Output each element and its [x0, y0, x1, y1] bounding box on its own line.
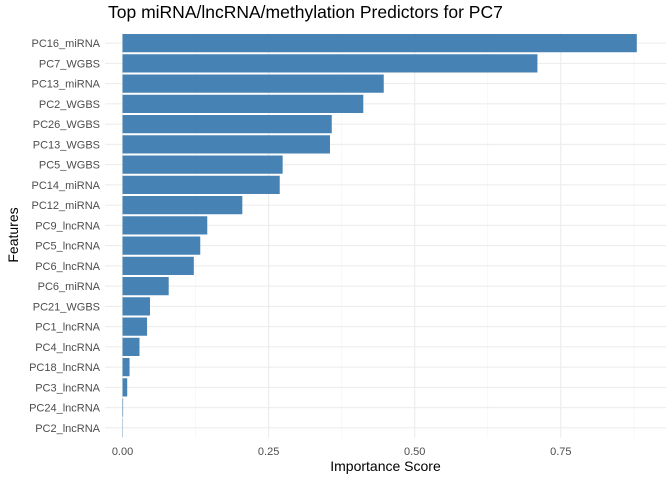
y-tick-label: PC12_miRNA — [32, 200, 101, 212]
bar-PC12_miRNA — [122, 196, 243, 215]
bar-PC5_WGBS — [122, 155, 283, 174]
bar-PC3_lncRNA — [122, 378, 128, 397]
bar-PC13_miRNA — [122, 74, 384, 93]
y-tick-label: PC18_lncRNA — [29, 362, 101, 374]
bar-PC6_lncRNA — [122, 256, 194, 275]
y-tick-label: PC2_WGBS — [39, 99, 100, 111]
y-tick-label: PC24_lncRNA — [29, 403, 101, 415]
bar-PC2_WGBS — [122, 94, 364, 113]
bar-PC6_miRNA — [122, 277, 169, 296]
bar-PC18_lncRNA — [122, 358, 130, 377]
y-tick-label: PC6_lncRNA — [35, 261, 100, 273]
bar-PC21_WGBS — [122, 297, 150, 316]
y-tick-label: PC21_WGBS — [33, 301, 100, 313]
bars — [122, 34, 637, 437]
bar-PC7_WGBS — [122, 54, 538, 73]
y-tick-label: PC16_miRNA — [32, 38, 101, 50]
y-tick-label: PC14_miRNA — [32, 180, 101, 192]
y-tick-label: PC7_WGBS — [39, 58, 100, 70]
y-tick-label: PC9_lncRNA — [35, 220, 100, 232]
bar-PC13_WGBS — [122, 135, 330, 154]
bar-PC16_miRNA — [122, 34, 637, 53]
bar-PC9_lncRNA — [122, 216, 208, 235]
bar-PC4_lncRNA — [122, 337, 140, 356]
y-tick-labels: PC16_miRNA PC7_WGBS PC13_miRNA PC2_WGBS PC26… — [29, 38, 101, 435]
bar-PC24_lncRNA — [122, 398, 124, 417]
y-tick-label: PC5_lncRNA — [35, 241, 100, 253]
x-tick-label: 0.75 — [550, 446, 571, 458]
y-tick-label: PC26_WGBS — [33, 119, 100, 131]
y-tick-label: PC13_miRNA — [32, 79, 101, 91]
chart-title: Top miRNA/lncRNA/methylation Predictors … — [108, 2, 503, 22]
x-tick-labels: 0.00 0.25 0.50 0.75 — [112, 446, 572, 458]
y-tick-label: PC3_lncRNA — [35, 382, 100, 394]
bar-PC26_WGBS — [122, 115, 332, 134]
bar-PC5_lncRNA — [122, 236, 201, 255]
y-tick-label: PC13_WGBS — [33, 139, 100, 151]
y-tick-label: PC1_lncRNA — [35, 322, 100, 334]
bar-PC14_miRNA — [122, 175, 280, 194]
x-tick-label: 0.00 — [112, 446, 133, 458]
bar-PC1_lncRNA — [122, 317, 148, 336]
y-tick-label: PC5_WGBS — [39, 160, 100, 172]
y-axis-title: Features — [5, 207, 21, 262]
y-tick-label: PC6_miRNA — [38, 281, 101, 293]
y-tick-label: PC4_lncRNA — [35, 342, 100, 354]
x-axis-title: Importance Score — [330, 458, 441, 474]
x-tick-label: 0.25 — [258, 446, 279, 458]
x-tick-label: 0.50 — [404, 446, 425, 458]
y-tick-label: PC2_lncRNA — [35, 423, 100, 435]
